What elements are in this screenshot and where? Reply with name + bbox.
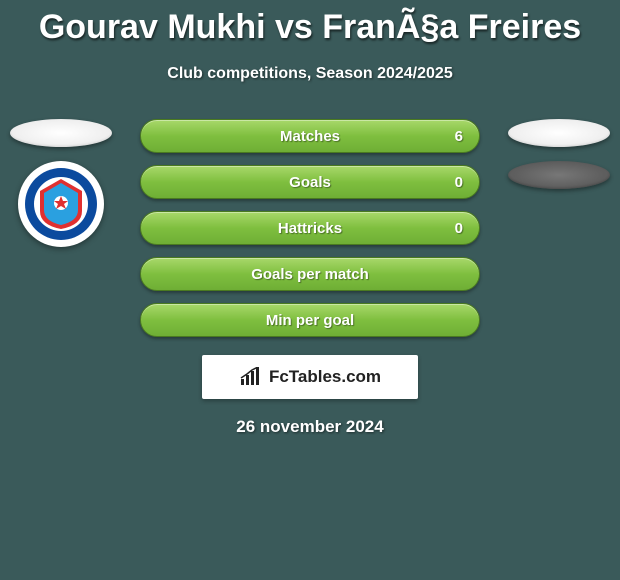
stat-row-min-per-goal: Min per goal [140, 303, 480, 337]
stat-row-matches: Matches 6 [140, 119, 480, 153]
stat-label: Goals [289, 174, 331, 191]
player-right-column [504, 119, 614, 189]
stat-row-hattricks: Hattricks 0 [140, 211, 480, 245]
player-right-avatar [508, 119, 610, 147]
stat-row-goals-per-match: Goals per match [140, 257, 480, 291]
brand-box: FcTables.com [202, 355, 418, 399]
player-right-club-placeholder [508, 161, 610, 189]
stat-value-right: 0 [455, 220, 463, 237]
bar-chart-icon [239, 367, 263, 387]
stat-label: Min per goal [266, 312, 354, 329]
stat-row-goals: Goals 0 [140, 165, 480, 199]
player-left-avatar [10, 119, 112, 147]
player-left-club-badge [18, 161, 104, 247]
stat-label: Goals per match [251, 266, 369, 283]
player-left-column [6, 119, 116, 247]
jamshedpur-badge-icon [24, 167, 98, 241]
stat-value-right: 6 [455, 128, 463, 145]
date-text: 26 november 2024 [0, 417, 620, 437]
stat-label: Matches [280, 128, 340, 145]
stats-list: Matches 6 Goals 0 Hattricks 0 Goals per … [140, 119, 480, 337]
comparison-content: Matches 6 Goals 0 Hattricks 0 Goals per … [0, 119, 620, 437]
stat-value-right: 0 [455, 174, 463, 191]
stat-label: Hattricks [278, 220, 342, 237]
subtitle: Club competitions, Season 2024/2025 [0, 65, 620, 83]
brand-text: FcTables.com [269, 367, 381, 387]
page-title: Gourav Mukhi vs FranÃ§a Freires [0, 0, 620, 47]
